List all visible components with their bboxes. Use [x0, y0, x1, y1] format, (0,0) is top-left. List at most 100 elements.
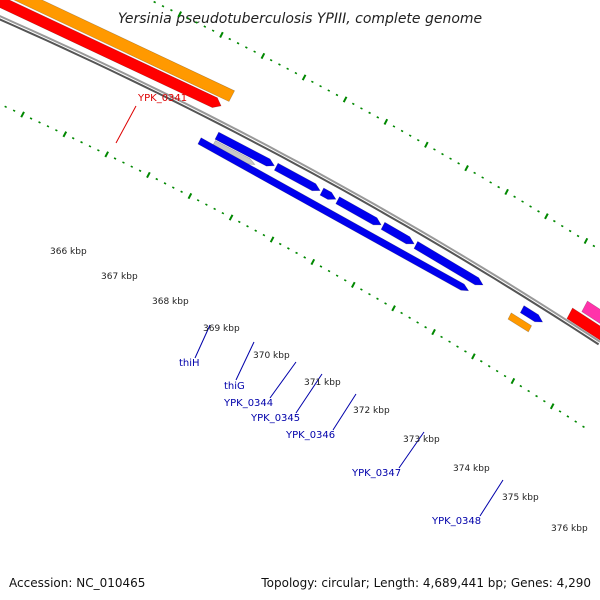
tick-minor [295, 251, 298, 255]
tick-major [301, 74, 307, 81]
tick-minor [4, 105, 7, 108]
gene-label-thig[interactable]: thiG [224, 381, 245, 392]
kbp-label: 373 kbp [403, 435, 440, 445]
tick-minor [170, 8, 173, 12]
gene-label-thih[interactable]: thiH [179, 358, 200, 369]
tick-minor [582, 425, 585, 429]
tick-minor [205, 203, 208, 206]
tick-minor [196, 199, 200, 202]
kbp-labels: 366 kbp 367 kbp 368 kbp 369 kbp 370 kbp … [50, 247, 588, 534]
tick-minor [441, 152, 444, 156]
leader-line [194, 324, 211, 359]
tick-minor [449, 157, 452, 160]
tick-minor [228, 37, 232, 41]
tick-minor [195, 21, 198, 24]
tick-minor [97, 149, 100, 152]
gene-ypk0346b[interactable] [380, 221, 415, 245]
tick-minor [456, 345, 459, 348]
tick-major [219, 31, 224, 38]
tick-minor [408, 134, 412, 137]
gene-ypk0348-blue[interactable] [519, 305, 544, 323]
gene-label-ypk0347[interactable]: YPK_0347 [351, 468, 401, 479]
tick-minor [246, 225, 249, 228]
tick-minor [440, 335, 443, 339]
tick-minor [269, 59, 273, 62]
tick-minor [416, 321, 419, 324]
kbp-label: 367 kbp [101, 272, 138, 282]
tick-minor [12, 109, 16, 112]
tick-minor [236, 42, 240, 45]
gene-label-ypk0344[interactable]: YPK_0344 [223, 398, 273, 409]
tick-minor [245, 46, 248, 49]
tick-major [510, 377, 516, 385]
gene-next-magenta[interactable] [581, 300, 600, 345]
tick-minor [171, 186, 175, 189]
tick-minor [457, 162, 460, 165]
tick-minor [368, 293, 371, 296]
gene-label-ypk0348[interactable]: YPK_0348 [431, 516, 481, 527]
gene-ypk0344[interactable] [273, 162, 321, 192]
tick-minor [46, 125, 50, 128]
tick-marks [4, 0, 596, 429]
gene-label-ypk0341[interactable]: YPK_0341 [137, 93, 187, 104]
genome-summary-text: Topology: circular; Length: 4,689,441 bp… [260, 576, 591, 590]
tick-minor [481, 176, 484, 179]
tick-minor [360, 288, 363, 291]
tick-minor [278, 242, 282, 246]
tick-minor [88, 145, 92, 148]
tick-minor [574, 420, 578, 423]
gene-thih[interactable] [214, 131, 275, 167]
gene-label-ypk0345[interactable]: YPK_0345 [250, 413, 300, 424]
tick-minor [553, 219, 556, 223]
gene-ypk0345[interactable] [319, 187, 337, 200]
gene-ypk0346[interactable] [335, 196, 382, 226]
gene-next-red[interactable] [566, 307, 600, 353]
tick-minor [424, 325, 427, 329]
gene-features[interactable] [0, 0, 600, 353]
tick-major [424, 141, 429, 148]
tick-minor [327, 89, 331, 92]
tick-minor [254, 229, 258, 232]
gene-ypk0348[interactable] [507, 312, 532, 333]
accession-text: Accession: NC_010465 [9, 576, 145, 590]
tick-minor [497, 185, 500, 189]
tick-major [187, 192, 193, 200]
tick-minor [519, 384, 523, 388]
tick-minor [592, 244, 596, 248]
tick-minor [287, 247, 290, 250]
tick-minor [335, 274, 339, 277]
tick-minor [384, 302, 387, 305]
tick-minor [237, 220, 241, 224]
kbp-label: 374 kbp [453, 464, 490, 474]
tick-minor [343, 279, 347, 282]
tick-major [431, 328, 436, 336]
tick-major [20, 111, 25, 118]
tick-major [310, 258, 316, 266]
gene-label-ypk0346[interactable]: YPK_0346 [285, 430, 335, 441]
tick-major [464, 165, 469, 172]
kbp-label: 371 kbp [304, 378, 341, 388]
tick-major [544, 213, 549, 220]
tick-major [177, 11, 182, 18]
gene-ypk0347-long[interactable] [197, 137, 470, 292]
tick-minor [487, 364, 491, 368]
kbp-label: 372 kbp [353, 406, 390, 416]
tick-minor [327, 269, 331, 273]
tick-minor [513, 195, 516, 199]
gene-ypk0347[interactable] [413, 240, 484, 286]
tick-minor [311, 80, 314, 83]
tick-major [391, 305, 396, 312]
kbp-label: 369 kbp [203, 324, 240, 334]
gene-ypk0341-red[interactable] [0, 0, 222, 108]
tick-major [549, 403, 555, 410]
tick-minor [253, 50, 256, 53]
tick-major [260, 52, 266, 60]
leader-line [115, 105, 137, 144]
gene-ypk0341-orange[interactable] [0, 0, 236, 102]
tick-minor [213, 207, 216, 211]
tick-minor [122, 161, 125, 164]
page-title: Yersinia pseudotuberculosis YPIII, compl… [118, 11, 482, 27]
tick-minor [489, 181, 492, 184]
kbp-label: 376 kbp [551, 524, 588, 534]
tick-major [269, 236, 275, 243]
